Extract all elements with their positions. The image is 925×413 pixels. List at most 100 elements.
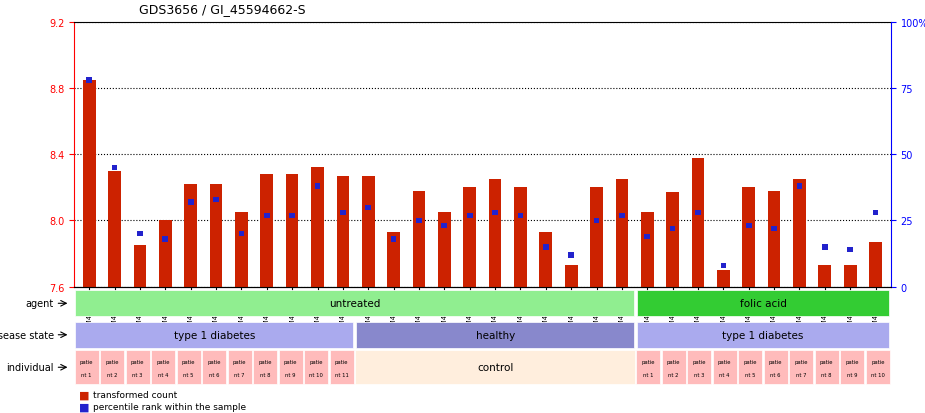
Bar: [819, 266, 832, 287]
Text: patie: patie: [207, 359, 221, 364]
Text: patie: patie: [182, 359, 195, 364]
Bar: [636, 351, 660, 384]
Bar: [670, 226, 675, 232]
Text: nt 8: nt 8: [260, 372, 270, 377]
Bar: [100, 351, 124, 384]
Text: patie: patie: [718, 359, 732, 364]
Text: disease state: disease state: [0, 330, 54, 340]
Text: patie: patie: [284, 359, 298, 364]
Bar: [822, 245, 828, 250]
Text: agent: agent: [25, 299, 54, 309]
Text: patie: patie: [233, 359, 246, 364]
Text: patie: patie: [692, 359, 706, 364]
Text: control: control: [477, 362, 513, 373]
Text: patie: patie: [769, 359, 783, 364]
Text: patie: patie: [667, 359, 680, 364]
Bar: [239, 232, 244, 237]
Bar: [815, 351, 839, 384]
Bar: [253, 351, 278, 384]
Bar: [413, 191, 426, 287]
Bar: [492, 210, 498, 216]
Bar: [356, 322, 635, 348]
Bar: [213, 197, 219, 202]
Text: nt 1: nt 1: [81, 372, 92, 377]
Bar: [163, 237, 168, 242]
Bar: [590, 188, 603, 287]
Text: folic acid: folic acid: [740, 299, 786, 309]
Text: type 1 diabetes: type 1 diabetes: [722, 330, 804, 340]
Bar: [645, 234, 650, 240]
Text: nt 3: nt 3: [694, 372, 704, 377]
Text: ■: ■: [79, 389, 89, 399]
Bar: [636, 290, 890, 317]
Bar: [108, 171, 121, 287]
Bar: [568, 253, 574, 258]
Text: nt 5: nt 5: [183, 372, 194, 377]
Bar: [764, 351, 788, 384]
Text: patie: patie: [820, 359, 833, 364]
Bar: [355, 351, 635, 384]
Bar: [615, 180, 628, 287]
Bar: [844, 266, 857, 287]
Bar: [687, 351, 711, 384]
Bar: [75, 322, 353, 348]
Bar: [840, 351, 864, 384]
Text: healthy: healthy: [475, 330, 515, 340]
Text: patie: patie: [130, 359, 144, 364]
Bar: [286, 175, 299, 287]
Text: nt 10: nt 10: [870, 372, 884, 377]
Bar: [112, 166, 117, 171]
Bar: [86, 78, 93, 83]
Bar: [210, 185, 222, 287]
Text: nt 7: nt 7: [796, 372, 807, 377]
Bar: [768, 191, 781, 287]
Bar: [543, 245, 549, 250]
Text: nt 8: nt 8: [821, 372, 832, 377]
Bar: [661, 351, 685, 384]
Bar: [264, 213, 269, 218]
Bar: [438, 213, 450, 287]
Bar: [594, 218, 599, 223]
Bar: [184, 185, 197, 287]
Bar: [619, 213, 624, 218]
Bar: [159, 221, 172, 287]
Text: individual: individual: [6, 362, 54, 373]
Bar: [362, 176, 375, 287]
Bar: [311, 168, 324, 287]
Text: nt 5: nt 5: [745, 372, 756, 377]
Bar: [539, 233, 552, 287]
Bar: [721, 263, 726, 268]
Text: patie: patie: [105, 359, 118, 364]
Text: nt 4: nt 4: [720, 372, 730, 377]
Bar: [329, 351, 353, 384]
Bar: [666, 193, 679, 287]
Text: nt 6: nt 6: [209, 372, 219, 377]
Bar: [365, 205, 371, 210]
Bar: [793, 180, 806, 287]
Bar: [390, 237, 397, 242]
Bar: [126, 351, 150, 384]
Text: ■: ■: [79, 402, 89, 412]
Text: patie: patie: [310, 359, 323, 364]
Bar: [388, 233, 400, 287]
Text: patie: patie: [80, 359, 93, 364]
Bar: [796, 184, 802, 189]
Bar: [75, 351, 98, 384]
Text: transformed count: transformed count: [93, 390, 178, 399]
Text: untreated: untreated: [329, 299, 380, 309]
Bar: [188, 200, 193, 205]
Bar: [278, 351, 302, 384]
Bar: [228, 351, 252, 384]
Bar: [261, 175, 273, 287]
Text: nt 11: nt 11: [335, 372, 349, 377]
Text: patie: patie: [795, 359, 808, 364]
Text: patie: patie: [335, 359, 349, 364]
Bar: [416, 218, 422, 223]
Bar: [463, 188, 476, 287]
Bar: [872, 210, 879, 216]
Bar: [518, 213, 524, 218]
Text: nt 3: nt 3: [132, 372, 142, 377]
Bar: [133, 246, 146, 287]
Text: patie: patie: [641, 359, 655, 364]
Text: nt 4: nt 4: [158, 372, 168, 377]
